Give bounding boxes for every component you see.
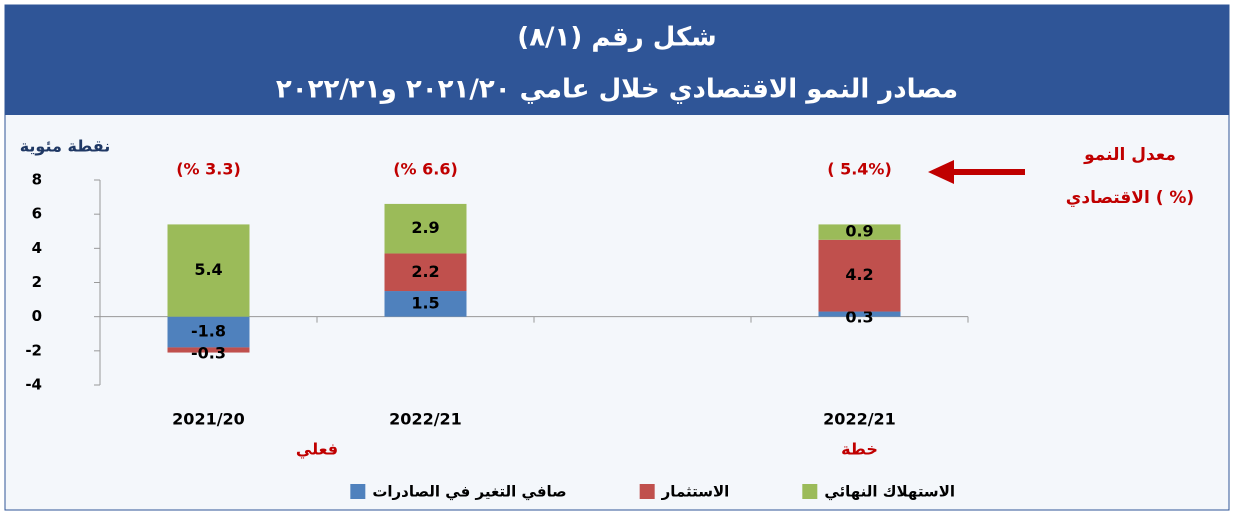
legend-swatch	[350, 484, 366, 499]
legend-label: الاستثمار	[661, 483, 730, 501]
chart-title: شكل رقم (٨/١)	[517, 23, 716, 53]
data-label: 0.9	[845, 222, 873, 241]
data-label: 0.3	[845, 308, 873, 327]
y-tick-label: 8	[32, 171, 42, 189]
period-label: فعلي	[296, 440, 338, 460]
y-tick-label: 0	[32, 307, 42, 325]
y-tick-label: -2	[25, 341, 42, 359]
legend-label: الاستهلاك النهائي	[824, 483, 955, 501]
bar-segment	[167, 224, 250, 317]
total-label: (% 3.3)	[176, 160, 241, 179]
data-label: -0.3	[191, 343, 226, 362]
y-tick-label: 4	[32, 239, 42, 257]
bar-segment	[167, 316, 250, 348]
title-band	[5, 5, 1229, 115]
data-label: -1.8	[191, 322, 226, 341]
bar-segment	[384, 291, 467, 317]
arrow-head	[928, 160, 954, 184]
bar-segment	[384, 203, 467, 254]
chart-subtitle: مصادر النمو الاقتصادي خلال عامي ٢٠٢١/٢٠ …	[276, 75, 958, 105]
period-label: خطة	[841, 440, 878, 459]
y-tick-label: -4	[25, 376, 42, 394]
y-tick-label: 6	[32, 205, 42, 223]
legend-swatch	[802, 484, 818, 499]
side-note: معدل النمو	[1083, 145, 1176, 165]
data-label: 2.9	[411, 218, 439, 237]
data-label: 4.2	[845, 265, 873, 284]
bar-segment	[818, 224, 901, 240]
bar-segment	[167, 347, 250, 353]
legend-label: صافي التغير في الصادرات	[372, 483, 566, 501]
side-note: الاقتصادي ( %)	[1066, 188, 1194, 208]
total-label: (% 6.6)	[393, 160, 458, 179]
data-label: 2.2	[411, 262, 439, 281]
bar-segment	[818, 239, 901, 312]
data-label: 5.4	[194, 260, 222, 279]
x-tick-label: 2022/21	[823, 410, 896, 429]
legend-swatch	[639, 484, 655, 499]
bar-segment	[384, 253, 467, 292]
total-label: ( 5.4%)	[827, 160, 892, 179]
x-tick-label: 2021/20	[172, 410, 245, 429]
bar-segment	[818, 311, 901, 317]
y-axis-label: نقطة مئوية	[20, 137, 111, 156]
y-tick-label: 2	[32, 273, 42, 291]
x-tick-label: 2022/21	[389, 410, 462, 429]
data-label: 1.5	[411, 293, 439, 312]
